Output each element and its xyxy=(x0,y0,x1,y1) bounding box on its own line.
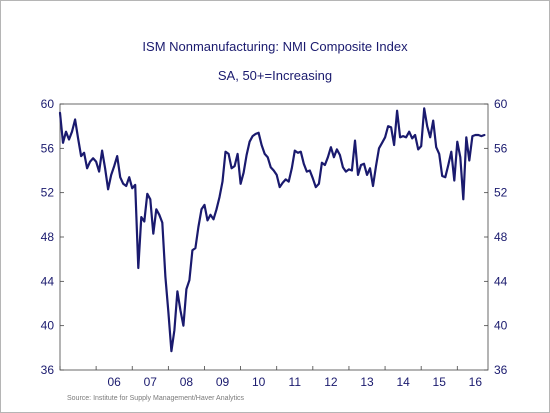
y-tick-label-left: 52 xyxy=(41,186,55,200)
x-tick-label: 12 xyxy=(324,375,338,389)
y-tick-label-right: 36 xyxy=(494,363,508,377)
x-tick-label: 06 xyxy=(107,375,121,389)
x-tick-label: 09 xyxy=(216,375,230,389)
y-tick-label-left: 60 xyxy=(41,97,55,111)
x-tick-label: 15 xyxy=(433,375,447,389)
y-tick-label-left: 44 xyxy=(41,274,55,288)
y-tick-label-right: 48 xyxy=(494,230,508,244)
y-tick-label-right: 60 xyxy=(494,97,508,111)
y-tick-label-right: 44 xyxy=(494,274,508,288)
y-tick-label-left: 40 xyxy=(41,319,55,333)
y-tick-label-right: 56 xyxy=(494,141,508,155)
x-tick-label: 14 xyxy=(396,375,410,389)
chart-subtitle: SA, 50+=Increasing xyxy=(217,68,333,83)
y-tick-label-left: 56 xyxy=(41,141,55,155)
chart-source: Source: Institute for Supply Management/… xyxy=(67,395,245,402)
y-tick-label-left: 36 xyxy=(41,363,55,377)
x-tick-label: 13 xyxy=(360,375,374,389)
y-tick-label-right: 52 xyxy=(494,186,508,200)
chart-title: ISM Nonmanufacturing: NMI Composite Inde… xyxy=(142,39,408,54)
y-tick-label-left: 48 xyxy=(41,230,55,244)
plot-border xyxy=(59,103,489,371)
x-tick-label: 16 xyxy=(469,375,483,389)
y-tick-label-right: 40 xyxy=(494,319,508,333)
x-tick-label: 11 xyxy=(289,375,302,389)
series-line xyxy=(58,107,486,353)
x-tick-label: 08 xyxy=(180,375,194,389)
x-tick-label: 07 xyxy=(144,375,158,389)
x-tick-label: 10 xyxy=(252,375,266,389)
